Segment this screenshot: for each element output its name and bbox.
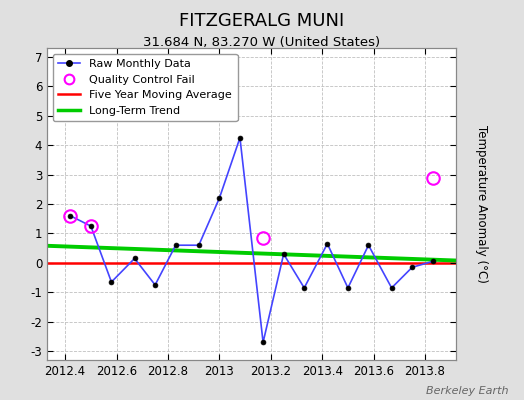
Raw Monthly Data: [260, 340, 266, 345]
Raw Monthly Data: [216, 196, 223, 200]
Text: FITZGERALG MUNI: FITZGERALG MUNI: [179, 12, 345, 30]
Raw Monthly Data: [324, 241, 331, 246]
Quality Control Fail: [430, 175, 436, 180]
Raw Monthly Data: [409, 265, 416, 270]
Text: Berkeley Earth: Berkeley Earth: [426, 386, 508, 396]
Legend: Raw Monthly Data, Quality Control Fail, Five Year Moving Average, Long-Term Tren: Raw Monthly Data, Quality Control Fail, …: [53, 54, 238, 121]
Raw Monthly Data: [195, 243, 202, 248]
Raw Monthly Data: [152, 282, 158, 287]
Quality Control Fail: [88, 224, 94, 228]
Raw Monthly Data: [280, 252, 287, 256]
Y-axis label: Temperature Anomaly (°C): Temperature Anomaly (°C): [475, 125, 488, 283]
Text: 31.684 N, 83.270 W (United States): 31.684 N, 83.270 W (United States): [144, 36, 380, 49]
Line: Raw Monthly Data: Raw Monthly Data: [68, 135, 435, 345]
Raw Monthly Data: [365, 243, 372, 248]
Raw Monthly Data: [388, 286, 395, 290]
Quality Control Fail: [260, 236, 266, 240]
Raw Monthly Data: [345, 286, 351, 290]
Raw Monthly Data: [237, 135, 243, 140]
Line: Quality Control Fail: Quality Control Fail: [64, 171, 439, 244]
Raw Monthly Data: [108, 280, 115, 284]
Raw Monthly Data: [172, 243, 179, 248]
Raw Monthly Data: [67, 213, 73, 218]
Raw Monthly Data: [301, 286, 308, 290]
Quality Control Fail: [67, 213, 73, 218]
Raw Monthly Data: [430, 259, 436, 264]
Raw Monthly Data: [88, 224, 94, 228]
Raw Monthly Data: [132, 256, 138, 261]
